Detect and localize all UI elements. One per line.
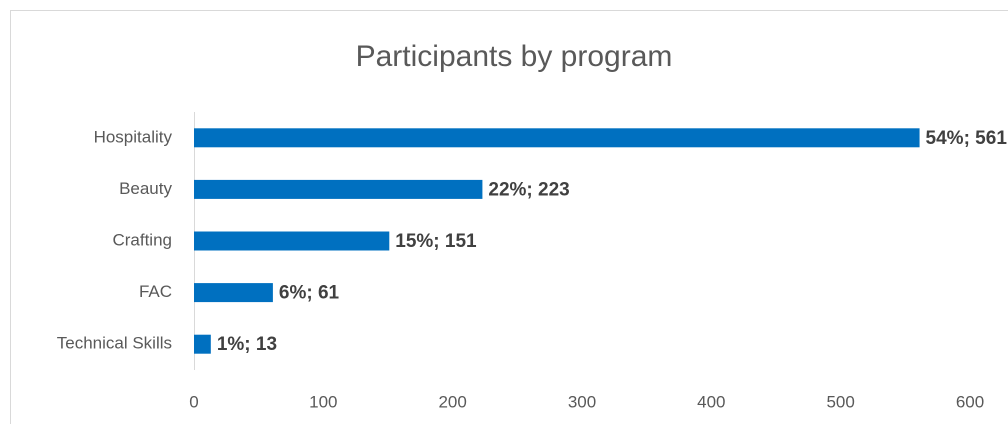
data-label: 1%; 13 <box>217 334 277 355</box>
data-label: 22%; 223 <box>488 179 569 200</box>
x-tick-label: 200 <box>438 392 466 411</box>
bar <box>194 179 483 199</box>
x-tick-label: 300 <box>568 392 596 411</box>
bar <box>194 334 211 354</box>
x-tick-label: 0 <box>189 392 198 411</box>
data-label: 15%; 151 <box>395 231 477 252</box>
chart-title: Participants by program <box>356 40 673 73</box>
bar <box>194 283 273 303</box>
x-tick-label: 100 <box>309 392 337 411</box>
data-label: 6%; 61 <box>279 283 340 304</box>
x-tick-label: 500 <box>826 392 854 411</box>
data-label: 54%; 561 <box>926 128 1008 149</box>
y-tick-label: Hospitality <box>94 127 173 146</box>
y-tick-label: FAC <box>139 282 172 301</box>
y-tick-label: Crafting <box>112 230 172 249</box>
chart-frame <box>10 10 1008 424</box>
bar <box>194 231 390 251</box>
x-tick-label: 600 <box>956 392 984 411</box>
x-tick-label: 400 <box>697 392 725 411</box>
y-tick-label: Beauty <box>119 179 172 198</box>
y-tick-label: Technical Skills <box>57 334 172 353</box>
bar <box>194 128 920 148</box>
